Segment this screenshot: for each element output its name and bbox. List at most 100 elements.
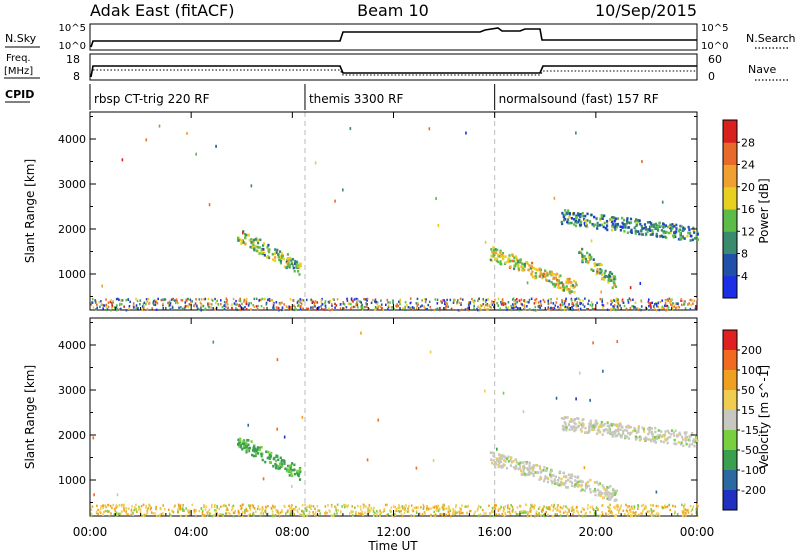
scatter-cell (626, 217, 629, 220)
scatter-cell (240, 445, 243, 449)
ground-scatter-cell (664, 302, 667, 305)
ground-scatter-cell (694, 307, 697, 311)
ground-scatter-cell (326, 511, 328, 515)
ground-scatter-cell (520, 302, 523, 305)
scatter-cell (570, 481, 574, 485)
isolated-cell (535, 275, 538, 279)
scatter-cell (594, 422, 597, 425)
ground-scatter-cell (366, 509, 369, 513)
scatter-cell (678, 431, 681, 435)
ground-scatter-cell (613, 306, 615, 309)
ground-scatter-cell (173, 505, 176, 509)
ground-scatter-cell (409, 306, 411, 309)
scatter-cell (587, 256, 590, 259)
ground-scatter-cell (566, 514, 569, 518)
scatter-cell (570, 418, 573, 421)
ground-scatter-cell (538, 505, 541, 509)
scatter-cell (610, 218, 613, 221)
ground-scatter-cell (493, 305, 495, 309)
ground-scatter-cell (139, 511, 142, 514)
scatter-cell (288, 464, 291, 468)
scatter-cell (585, 485, 588, 488)
ground-scatter-cell (621, 298, 624, 301)
ground-scatter-cell (419, 305, 422, 308)
ground-scatter-cell (102, 504, 105, 507)
scatter-cell (593, 262, 596, 265)
ground-scatter-cell (668, 503, 671, 507)
ground-scatter-cell (691, 299, 693, 302)
ground-scatter-cell (661, 505, 664, 509)
ground-scatter-cell (275, 508, 278, 512)
ground-scatter-cell (102, 307, 104, 310)
ground-scatter-cell (98, 301, 100, 304)
scatter-cell (552, 277, 555, 280)
ground-scatter-cell (189, 298, 192, 302)
ground-scatter-cell (314, 513, 316, 517)
scatter-cell (565, 475, 568, 479)
ground-scatter-cell (396, 303, 398, 306)
scatter-cell (298, 472, 301, 475)
ground-scatter-cell (510, 504, 512, 507)
colorbar-swatch (723, 330, 737, 351)
ground-scatter-cell (318, 306, 320, 309)
scatter-cell (561, 481, 564, 485)
scatter-cell (520, 265, 523, 269)
scatter-cell (521, 461, 525, 464)
scatter-cell (647, 432, 650, 436)
scatter-cell (515, 256, 518, 260)
ground-scatter-cell (99, 507, 102, 510)
scatter-cell (623, 428, 626, 432)
scatter-cell (604, 490, 608, 493)
ground-scatter-cell (680, 297, 683, 301)
ground-scatter-cell (520, 298, 523, 301)
ground-scatter-cell (553, 307, 555, 310)
scatter-cell (498, 456, 501, 460)
scatter-cell (597, 483, 600, 486)
ground-scatter-cell (466, 307, 468, 311)
ground-scatter-cell (547, 306, 550, 309)
ground-scatter-cell (664, 504, 666, 507)
ground-scatter-cell (659, 300, 662, 304)
scatter-cell (534, 471, 537, 474)
ground-scatter-cell (362, 503, 365, 506)
scatter-cell (627, 425, 630, 428)
ground-scatter-cell (573, 510, 575, 514)
ground-scatter-cell (365, 298, 367, 301)
ground-scatter-cell (454, 512, 457, 516)
scatter-cell (589, 490, 592, 494)
scatter-cell (659, 235, 662, 238)
ground-scatter-cell (494, 298, 496, 301)
scatter-cell (601, 276, 604, 280)
scatter-cell (274, 256, 277, 259)
ground-scatter-cell (425, 508, 428, 511)
ground-scatter-cell (297, 299, 299, 303)
ground-scatter-cell (543, 514, 546, 518)
ground-scatter-cell (601, 303, 604, 306)
scatter-cell (274, 252, 277, 256)
ground-scatter-cell (356, 297, 359, 301)
scatter-cell (620, 425, 623, 428)
scatter-cell (501, 253, 504, 257)
ground-scatter-cell (252, 505, 255, 509)
scatter-cell (288, 265, 291, 269)
ground-scatter-cell (483, 512, 485, 515)
scatter-cell (286, 262, 289, 265)
ground-scatter-cell (644, 306, 647, 309)
ground-scatter-cell (296, 301, 299, 304)
scatter-cell (643, 437, 646, 441)
ground-scatter-cell (433, 506, 436, 509)
ground-scatter-cell (365, 305, 368, 308)
scatter-cell (610, 423, 614, 427)
ground-scatter-cell (328, 307, 330, 310)
ground-scatter-cell (528, 298, 531, 302)
scatter-cell (646, 221, 650, 224)
scatter-cell (239, 444, 242, 448)
isolated-cell (578, 371, 581, 375)
ground-scatter-cell (146, 509, 148, 513)
scatter-cell (570, 290, 573, 293)
ground-scatter-cell (482, 298, 485, 301)
scatter-cell (688, 434, 691, 438)
ground-scatter-cell (180, 507, 182, 511)
scatter-cell (608, 273, 611, 277)
scatter-cell (682, 226, 685, 229)
